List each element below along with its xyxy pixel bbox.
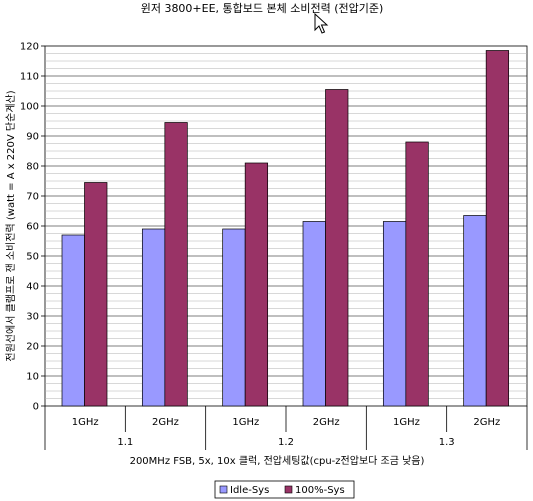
y-tick-label: 40 bbox=[26, 282, 39, 293]
bar-full-4 bbox=[405, 141, 429, 407]
x-axis-ticks: 1GHz 2GHz 1GHz 2GHz 1GHz 2GHz 1.1 1.2 1.3 bbox=[44, 406, 528, 450]
bar-idle-0 bbox=[61, 234, 85, 407]
bar-idle-4 bbox=[382, 221, 407, 407]
x-tick-label: 1GHz bbox=[72, 417, 99, 428]
y-tick-label: 30 bbox=[26, 312, 39, 323]
y-tick-label: 100 bbox=[20, 102, 39, 113]
x-group-label: 1.1 bbox=[117, 437, 133, 448]
y-axis-ticks: 0 10 20 30 40 50 60 70 80 90 100 110 120 bbox=[20, 42, 45, 413]
y-tick-label: 70 bbox=[26, 192, 39, 203]
bar-idle-1 bbox=[141, 228, 166, 407]
y-tick-label: 120 bbox=[20, 42, 39, 53]
y-tick-label: 20 bbox=[26, 342, 39, 353]
x-group-label: 1.3 bbox=[439, 437, 455, 448]
y-tick-label: 50 bbox=[26, 252, 39, 263]
bar-full-3 bbox=[325, 89, 349, 407]
x-axis-label: 200MHz FSB, 5x, 10x 클럭, 전압세팅값(cpu-z전압보다 … bbox=[130, 454, 425, 467]
bars bbox=[61, 50, 510, 407]
legend-box bbox=[214, 480, 355, 499]
y-tick-label: 90 bbox=[26, 132, 39, 143]
x-tick-label: 2GHz bbox=[313, 417, 340, 428]
bar-full-2 bbox=[244, 162, 269, 407]
chart-title: 윈저 3800+EE, 통합보드 본체 소비전력 (전압기준) bbox=[141, 1, 384, 15]
x-tick-label: 2GHz bbox=[152, 417, 179, 428]
x-tick-label: 1GHz bbox=[393, 417, 420, 428]
bar-idle-3 bbox=[302, 221, 326, 407]
mouse-pointer-icon bbox=[314, 12, 329, 34]
y-axis-label: 전원선에서 클램프로 잰 소비전력 (watt = A x 220V 단순계산) bbox=[5, 90, 17, 361]
bar-full-1 bbox=[164, 122, 188, 407]
y-tick-label: 0 bbox=[33, 402, 39, 413]
y-tick-label: 10 bbox=[26, 372, 39, 383]
y-tick-label: 80 bbox=[26, 162, 39, 173]
bar-idle-2 bbox=[222, 228, 246, 407]
legend-swatch-idle bbox=[219, 485, 228, 494]
x-tick-label: 1GHz bbox=[232, 417, 259, 428]
legend: Idle-Sys 100%-Sys bbox=[214, 480, 355, 499]
bar-full-5 bbox=[485, 50, 510, 407]
legend-label-full: 100%-Sys bbox=[295, 485, 345, 496]
x-tick-label: 2GHz bbox=[473, 417, 500, 428]
bar-full-0 bbox=[84, 182, 108, 407]
x-group-label: 1.2 bbox=[278, 437, 294, 448]
y-tick-label: 110 bbox=[20, 72, 39, 83]
legend-swatch-full bbox=[284, 485, 293, 494]
bar-idle-5 bbox=[463, 215, 487, 407]
legend-label-idle: Idle-Sys bbox=[230, 485, 269, 496]
y-tick-label: 60 bbox=[26, 222, 39, 233]
gridlines bbox=[45, 53, 527, 399]
